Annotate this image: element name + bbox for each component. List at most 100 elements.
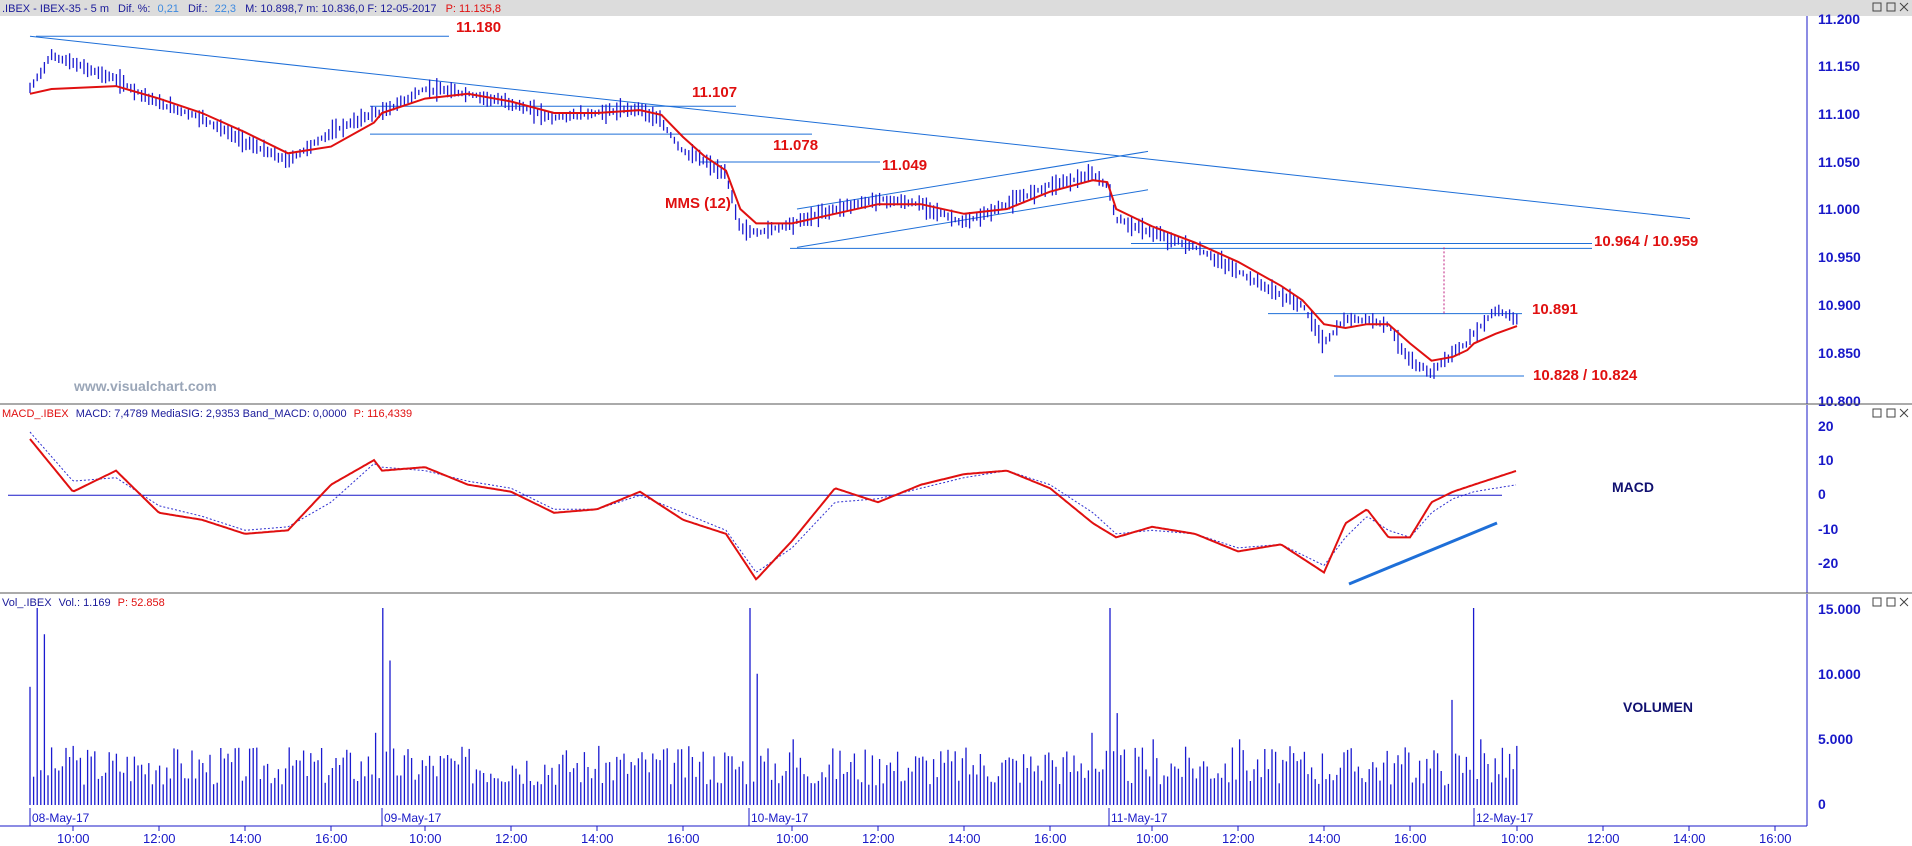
price-y-ticks: 11.200 11.150 11.100 11.050 11.000 10.95…: [1818, 11, 1861, 409]
x-date-label: 10-May-17: [751, 811, 809, 825]
volume-header-values: Vol.: 1.169: [59, 597, 111, 609]
x-date-label: 08-May-17: [32, 811, 90, 825]
price-header: .IBEX - IBEX-35 - 5 m Dif. %: 0,21 Dif.:…: [2, 3, 501, 15]
price-header-dif-label: Dif.:: [188, 3, 208, 15]
macd-label: MACD: [1612, 479, 1654, 495]
y-tick-neg10: -10: [1818, 521, 1838, 537]
price-header-difpct-label: Dif. %:: [118, 3, 150, 15]
annotation-10828: 10.828 / 10.824: [1533, 367, 1638, 384]
x-time-label: 12:00: [1587, 831, 1620, 846]
y-tick-11150: 11.150: [1818, 58, 1860, 74]
macd-divergence-line: [1348, 521, 1498, 586]
x-time-label: 12:00: [495, 831, 528, 846]
x-time-label: 14:00: [229, 831, 262, 846]
volume-header-p: P: 52.858: [118, 597, 165, 609]
y-tick-5000: 5.000: [1818, 731, 1853, 747]
x-time-label: 16:00: [315, 831, 348, 846]
x-date-labels: 08-May-17 09-May-17 10-May-17 11-May-17 12-M…: [32, 811, 1534, 825]
x-time-label: 12:00: [1222, 831, 1255, 846]
x-time-label: 10:00: [409, 831, 442, 846]
x-time-label: 16:00: [1034, 831, 1067, 846]
channel-lower-line: [796, 189, 1149, 248]
x-date-label: 12-May-17: [1476, 811, 1534, 825]
y-tick-20: 20: [1818, 418, 1834, 434]
volume-label: VOLUMEN: [1623, 699, 1693, 715]
x-time-label: 16:00: [667, 831, 700, 846]
downtrend-line: [29, 35, 1691, 220]
x-time-label: 10:00: [1136, 831, 1169, 846]
maximize-icon[interactable]: [1886, 597, 1896, 607]
macd-header: MACD_.IBEX MACD: 7,4789 MediaSIG: 2,9353…: [2, 408, 412, 420]
minimize-icon[interactable]: [1872, 597, 1882, 607]
y-tick-10: 10: [1818, 452, 1834, 468]
annotation-10891: 10.891: [1532, 301, 1578, 318]
x-time-label: 14:00: [1308, 831, 1341, 846]
maximize-icon[interactable]: [1886, 408, 1896, 418]
series-line-macd: [29, 438, 1517, 581]
day-separators: [29, 808, 1475, 826]
volume-panel-controls: [1872, 597, 1909, 607]
price-header-difpct-value: 0,21: [158, 3, 179, 15]
y-tick-10950: 10.950: [1818, 249, 1861, 265]
y-tick-15000: 15.000: [1818, 601, 1861, 617]
annotation-10964: 10.964 / 10.959: [1594, 233, 1698, 250]
volume-header-name: Vol_.IBEX: [2, 597, 52, 609]
x-time-label: 10:00: [1501, 831, 1534, 846]
close-icon[interactable]: [1899, 2, 1909, 12]
y-tick-11000: 11.000: [1818, 201, 1860, 217]
price-bars: [29, 49, 1518, 379]
series-line-mms: [29, 85, 1518, 362]
y-tick-10000: 10.000: [1818, 666, 1861, 682]
x-time-label: 16:00: [1759, 831, 1792, 846]
macd-panel-controls: [1872, 408, 1909, 418]
x-time-labels: 10:00 12:00 14:00 16:00 10:00 12:00 14:00 16:00…: [57, 826, 1792, 846]
y-tick-10800: 10.800: [1818, 393, 1861, 409]
volume-bars: [29, 608, 1518, 805]
x-date-label: 09-May-17: [384, 811, 442, 825]
y-tick-11050: 11.050: [1818, 154, 1860, 170]
macd-header-name: MACD_.IBEX: [2, 408, 69, 420]
x-time-label: 14:00: [948, 831, 981, 846]
x-time-label: 16:00: [1394, 831, 1427, 846]
price-header-dif-value: 22,3: [215, 3, 236, 15]
y-tick-11100: 11.100: [1818, 106, 1860, 122]
minimize-icon[interactable]: [1872, 2, 1882, 12]
y-tick-10850: 10.850: [1818, 345, 1861, 361]
macd-header-p: P: 116,4339: [354, 408, 413, 420]
macd-y-ticks: 20 10 0 -10 -20: [1818, 418, 1838, 571]
annotation-11049: 11.049: [882, 157, 927, 174]
x-time-label: 12:00: [143, 831, 176, 846]
annotation-11107: 11.107: [692, 84, 737, 101]
volume-header: Vol_.IBEX Vol.: 1.169 P: 52.858: [2, 597, 165, 609]
maximize-icon[interactable]: [1886, 2, 1896, 12]
minimize-icon[interactable]: [1872, 408, 1882, 418]
price-panel-controls: [1872, 2, 1909, 12]
price-header-p: P: 11.135,8: [446, 3, 501, 15]
price-header-bar: [0, 0, 1912, 16]
trendlines: [29, 35, 1691, 377]
watermark: www.visualchart.com: [73, 378, 217, 394]
x-time-label: 10:00: [776, 831, 809, 846]
price-header-mid: M: 10.898,7 m: 10.836,0 F: 12-05-2017: [245, 3, 436, 15]
close-icon[interactable]: [1899, 597, 1909, 607]
x-time-label: 10:00: [57, 831, 90, 846]
price-annotations: 11.180 11.107 11.078 11.049 10.964 / 10.…: [456, 19, 1698, 384]
y-tick-vol-0: 0: [1818, 796, 1826, 812]
y-tick-neg20: -20: [1818, 555, 1838, 571]
volume-y-ticks: 15.000 10.000 5.000 0: [1818, 601, 1861, 812]
channel-upper-line: [796, 150, 1149, 210]
close-icon[interactable]: [1899, 408, 1909, 418]
annotation-11180: 11.180: [456, 19, 501, 36]
mms-label: MMS (12): [665, 195, 731, 212]
x-time-label: 12:00: [862, 831, 895, 846]
price-header-prefix: .IBEX - IBEX-35 - 5 m: [2, 3, 109, 15]
y-tick-0: 0: [1818, 486, 1826, 502]
x-time-label: 14:00: [1673, 831, 1706, 846]
x-date-label: 11-May-17: [1111, 811, 1168, 825]
y-tick-10900: 10.900: [1818, 297, 1861, 313]
y-tick-11200: 11.200: [1818, 11, 1860, 27]
annotation-11078: 11.078: [773, 137, 818, 154]
x-time-label: 14:00: [581, 831, 614, 846]
macd-header-values: MACD: 7,4789 MediaSIG: 2,9353 Band_MACD:…: [76, 408, 347, 420]
